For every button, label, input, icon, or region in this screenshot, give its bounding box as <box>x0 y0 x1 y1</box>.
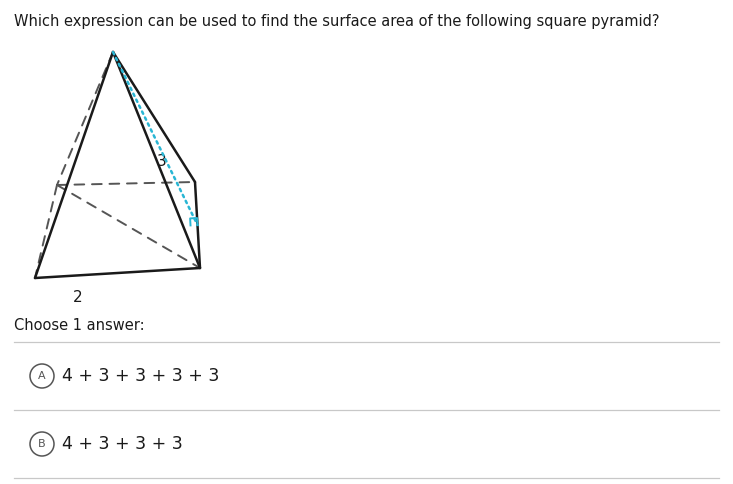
Text: 2: 2 <box>73 290 83 305</box>
Text: Which expression can be used to find the surface area of the following square py: Which expression can be used to find the… <box>14 14 660 29</box>
Text: 3: 3 <box>157 154 166 169</box>
Text: A: A <box>38 371 45 381</box>
Text: 4 + 3 + 3 + 3 + 3: 4 + 3 + 3 + 3 + 3 <box>62 367 219 385</box>
Text: B: B <box>38 439 45 449</box>
Text: Choose 1 answer:: Choose 1 answer: <box>14 318 144 333</box>
Text: 4 + 3 + 3 + 3: 4 + 3 + 3 + 3 <box>62 435 183 453</box>
